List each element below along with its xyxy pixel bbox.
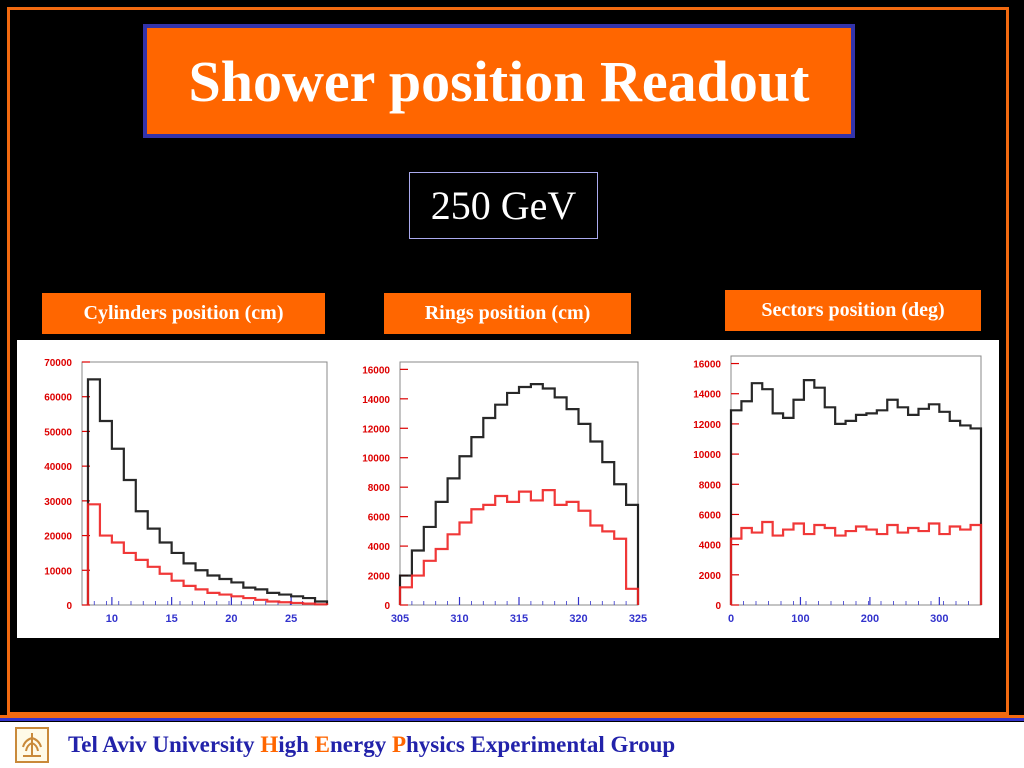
black-series-line [86, 378, 329, 605]
y-tick-label: 12000 [693, 420, 721, 431]
y-tick-label: 30000 [44, 497, 72, 508]
university-emblem-icon [15, 727, 49, 763]
x-tick-label: 305 [391, 613, 409, 625]
y-tick-label: 40000 [44, 462, 72, 473]
x-tick-label: 0 [728, 613, 734, 625]
y-tick-label: 16000 [693, 360, 721, 371]
y-tick-label: 70000 [44, 358, 72, 369]
x-tick-label: 15 [166, 613, 178, 625]
y-tick-label: 14000 [693, 390, 721, 401]
rings-plot-label: Rings position (cm) [384, 293, 631, 334]
footer-text-part: Tel Aviv University [68, 732, 261, 757]
red-series-line [398, 489, 640, 605]
energy-label: 250 GeV [409, 172, 598, 239]
red-series-line [729, 520, 983, 605]
y-tick-label: 14000 [362, 395, 390, 406]
y-tick-label: 4000 [368, 542, 391, 553]
sectors-histogram: 0 2000 4000 6000 8000 10000 12000 14000 16000 0 10… [693, 355, 983, 625]
red-series-line [86, 503, 329, 606]
y-tick-label: 2000 [368, 572, 391, 583]
x-tick-label: 315 [510, 613, 528, 625]
footer-text-part: P [391, 732, 407, 757]
cylinders-histogram: 0 10000 20000 30000 40000 50000 60000 70000 10 15… [44, 358, 329, 625]
black-series-line [398, 382, 640, 605]
footer-group-name: Tel Aviv University High Energy Physics … [68, 732, 675, 758]
y-tick-label: 8000 [368, 483, 391, 494]
x-tick-label: 325 [629, 613, 647, 625]
x-tick-label: 25 [285, 613, 297, 625]
y-tick-label: 60000 [44, 393, 72, 404]
black-series-line [729, 379, 983, 605]
footer-text-part: E [314, 732, 330, 757]
x-tick-label: 310 [450, 613, 468, 625]
x-tick-label: 300 [930, 613, 948, 625]
x-tick-label: 20 [225, 613, 237, 625]
footer-text-part: hysics Experimental Group [406, 732, 676, 757]
y-tick-label: 20000 [44, 532, 72, 543]
y-tick-label: 10000 [44, 566, 72, 577]
x-tick-label: 10 [106, 613, 118, 625]
y-tick-label: 12000 [362, 424, 390, 435]
rings-histogram: 0 2000 4000 6000 8000 10000 12000 14000 16000 305… [362, 361, 647, 625]
footer-divider [0, 715, 1024, 722]
y-tick-label: 2000 [699, 571, 722, 582]
slide-frame [7, 7, 1009, 715]
y-tick-label: 4000 [699, 541, 722, 552]
cylinders-plot-label: Cylinders position (cm) [42, 293, 325, 334]
sectors-plot-label: Sectors position (deg) [725, 290, 981, 331]
y-tick-label: 0 [715, 601, 721, 612]
y-tick-label: 6000 [699, 510, 722, 521]
x-tick-label: 320 [569, 613, 587, 625]
y-tick-label: 50000 [44, 427, 72, 438]
x-tick-label: 200 [861, 613, 879, 625]
y-tick-label: 10000 [362, 454, 390, 465]
footer-text-part: H [260, 732, 279, 757]
plot-frame [399, 361, 639, 606]
y-tick-label: 6000 [368, 513, 391, 524]
footer: Tel Aviv University High Energy Physics … [0, 722, 1024, 768]
y-tick-label: 10000 [693, 450, 721, 461]
plot-panel: 0 10000 20000 30000 40000 50000 60000 70000 10 15… [17, 340, 999, 638]
slide-title: Shower position Readout [143, 24, 855, 138]
y-tick-label: 16000 [362, 365, 390, 376]
y-tick-label: 8000 [699, 480, 722, 491]
y-tick-label: 0 [384, 601, 390, 612]
y-tick-label: 0 [66, 601, 72, 612]
plot-frame [81, 361, 328, 606]
footer-text-part: igh [278, 732, 315, 757]
x-tick-label: 100 [791, 613, 809, 625]
footer-text-part: nergy [329, 732, 392, 757]
plot-frame [730, 355, 982, 606]
